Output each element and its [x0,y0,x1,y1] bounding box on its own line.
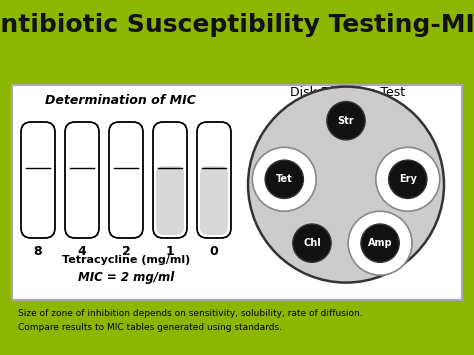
FancyBboxPatch shape [65,122,99,238]
Text: MIC = 2 mg/ml: MIC = 2 mg/ml [78,271,174,284]
FancyBboxPatch shape [200,166,228,235]
Circle shape [376,147,440,211]
FancyBboxPatch shape [24,166,52,235]
Text: Ery: Ery [399,174,417,184]
FancyBboxPatch shape [197,122,231,238]
FancyBboxPatch shape [156,166,184,235]
Text: 0: 0 [210,245,219,258]
FancyBboxPatch shape [68,166,96,235]
Text: Str: Str [337,116,355,126]
Circle shape [389,160,427,198]
Text: Tet: Tet [276,174,292,184]
FancyBboxPatch shape [21,122,55,238]
Text: Disk Diffusion Test: Disk Diffusion Test [291,87,406,99]
Text: Amp: Amp [368,238,392,248]
Text: 2: 2 [122,245,130,258]
Text: 1: 1 [165,245,174,258]
Text: Compare results to MIC tables generated using standards.: Compare results to MIC tables generated … [18,323,282,333]
Circle shape [265,160,303,198]
FancyBboxPatch shape [112,166,140,235]
Text: Determination of MIC: Determination of MIC [45,93,195,106]
Circle shape [361,224,399,262]
Text: Tetracycline (mg/ml): Tetracycline (mg/ml) [62,255,190,265]
Text: Antibiotic Susceptibility Testing-MIC: Antibiotic Susceptibility Testing-MIC [0,13,474,37]
Circle shape [348,211,412,275]
Circle shape [248,87,444,283]
Text: 4: 4 [78,245,86,258]
Text: 8: 8 [34,245,42,258]
Circle shape [293,224,331,262]
Text: Size of zone of inhibition depends on sensitivity, solubility, rate of diffusion: Size of zone of inhibition depends on se… [18,308,363,317]
Circle shape [252,147,316,211]
Circle shape [327,102,365,140]
FancyBboxPatch shape [153,122,187,238]
FancyBboxPatch shape [12,85,462,300]
FancyBboxPatch shape [109,122,143,238]
Text: Chl: Chl [303,238,321,248]
